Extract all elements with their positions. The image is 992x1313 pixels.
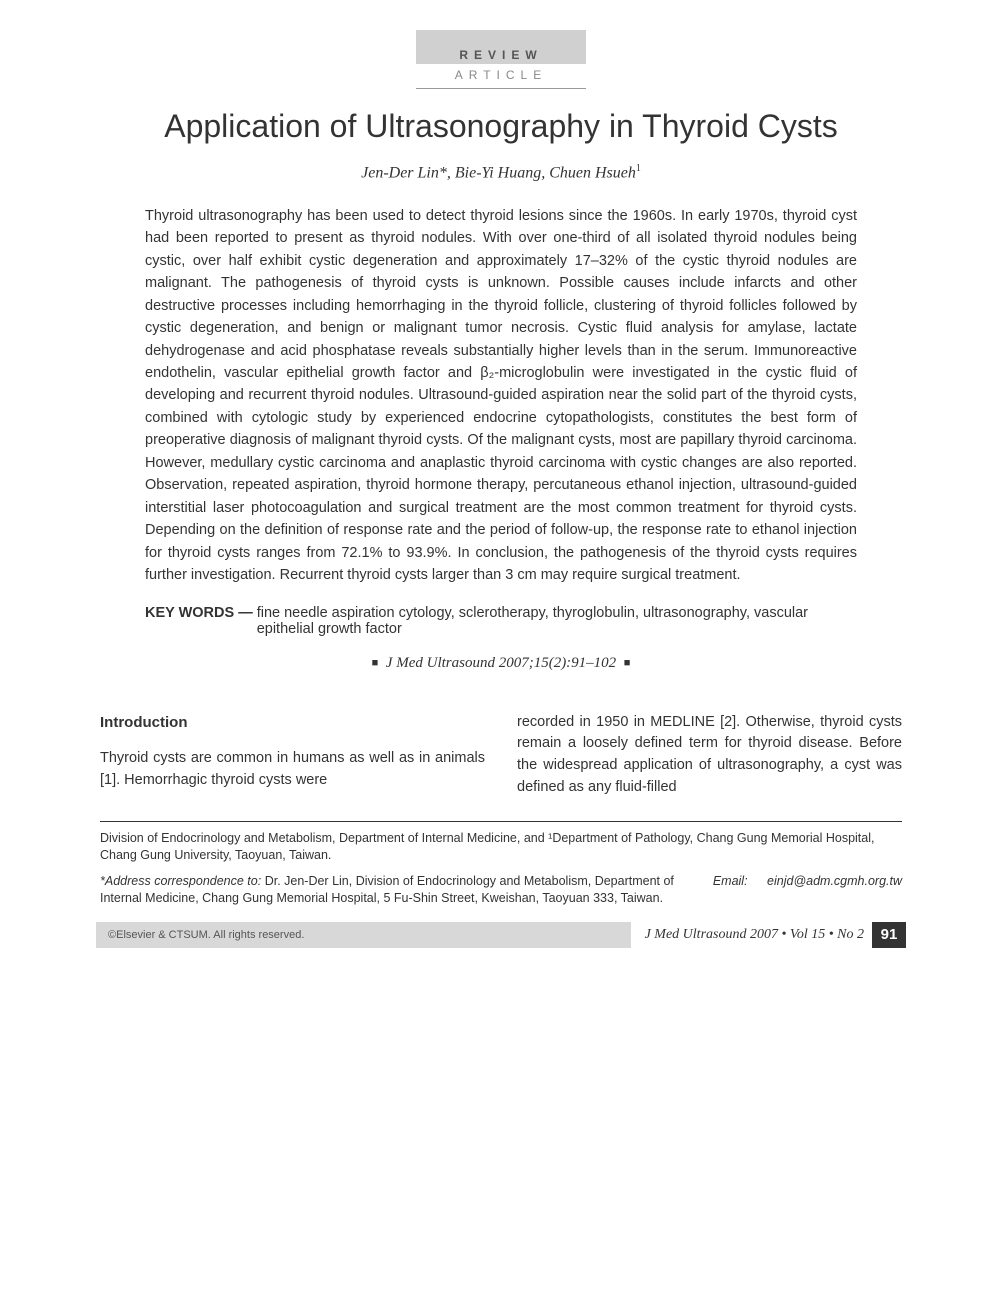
abstract-text: Thyroid ultrasonography has been used to… (145, 205, 857, 587)
body-text-left: Thyroid cysts are common in humans as we… (100, 748, 485, 792)
body-two-column: Introduction Thyroid cysts are common in… (100, 712, 902, 799)
affiliation-text: Division of Endocrinology and Metabolism… (100, 830, 902, 865)
keywords-block: KEY WORDS — fine needle aspiration cytol… (145, 605, 857, 637)
author-affil-sup: 1 (636, 163, 641, 174)
authors-names: Jen-Der Lin*, Bie-Yi Huang, Chuen Hsueh (361, 165, 636, 182)
correspondence-left: *Address correspondence to: Dr. Jen-Der … (100, 873, 697, 908)
article-type-line2: ARTICLE (416, 64, 586, 88)
email-address: einjd@adm.cgmh.org.tw (751, 874, 902, 888)
square-icon: ■ (624, 657, 631, 669)
article-title: Application of Ultrasonography in Thyroi… (140, 107, 862, 145)
article-type-line1: REVIEW (416, 30, 586, 64)
footer-copyright: ©Elsevier & CTSUM. All rights reserved. (96, 922, 631, 948)
citation-line: ■ J Med Ultrasound 2007;15(2):91–102 ■ (100, 655, 902, 672)
footer-bar: ©Elsevier & CTSUM. All rights reserved. … (96, 922, 906, 948)
email-label: Email: (697, 874, 751, 888)
section-heading-introduction: Introduction (100, 712, 485, 735)
article-type-badge: REVIEW ARTICLE (416, 30, 586, 89)
correspondence-block: *Address correspondence to: Dr. Jen-Der … (100, 873, 902, 908)
citation-text: J Med Ultrasound 2007;15(2):91–102 (386, 655, 616, 671)
keywords-text: fine needle aspiration cytology, sclerot… (253, 605, 857, 637)
correspondence-email-wrap: Email: einjd@adm.cgmh.org.tw (697, 873, 902, 908)
footnote-rule (100, 821, 902, 822)
square-icon: ■ (372, 657, 379, 669)
body-column-left: Introduction Thyroid cysts are common in… (100, 712, 485, 799)
body-text-right: recorded in 1950 in MEDLINE [2]. Otherwi… (517, 712, 902, 799)
page-number: 91 (872, 922, 906, 948)
body-column-right: recorded in 1950 in MEDLINE [2]. Otherwi… (517, 712, 902, 799)
authors-line: Jen-Der Lin*, Bie-Yi Huang, Chuen Hsueh1 (100, 163, 902, 182)
keywords-label: KEY WORDS — (145, 605, 253, 637)
correspondence-label: *Address correspondence to: (100, 874, 261, 888)
footer-journal-info: J Med Ultrasound 2007 • Vol 15 • No 2 (631, 922, 872, 948)
